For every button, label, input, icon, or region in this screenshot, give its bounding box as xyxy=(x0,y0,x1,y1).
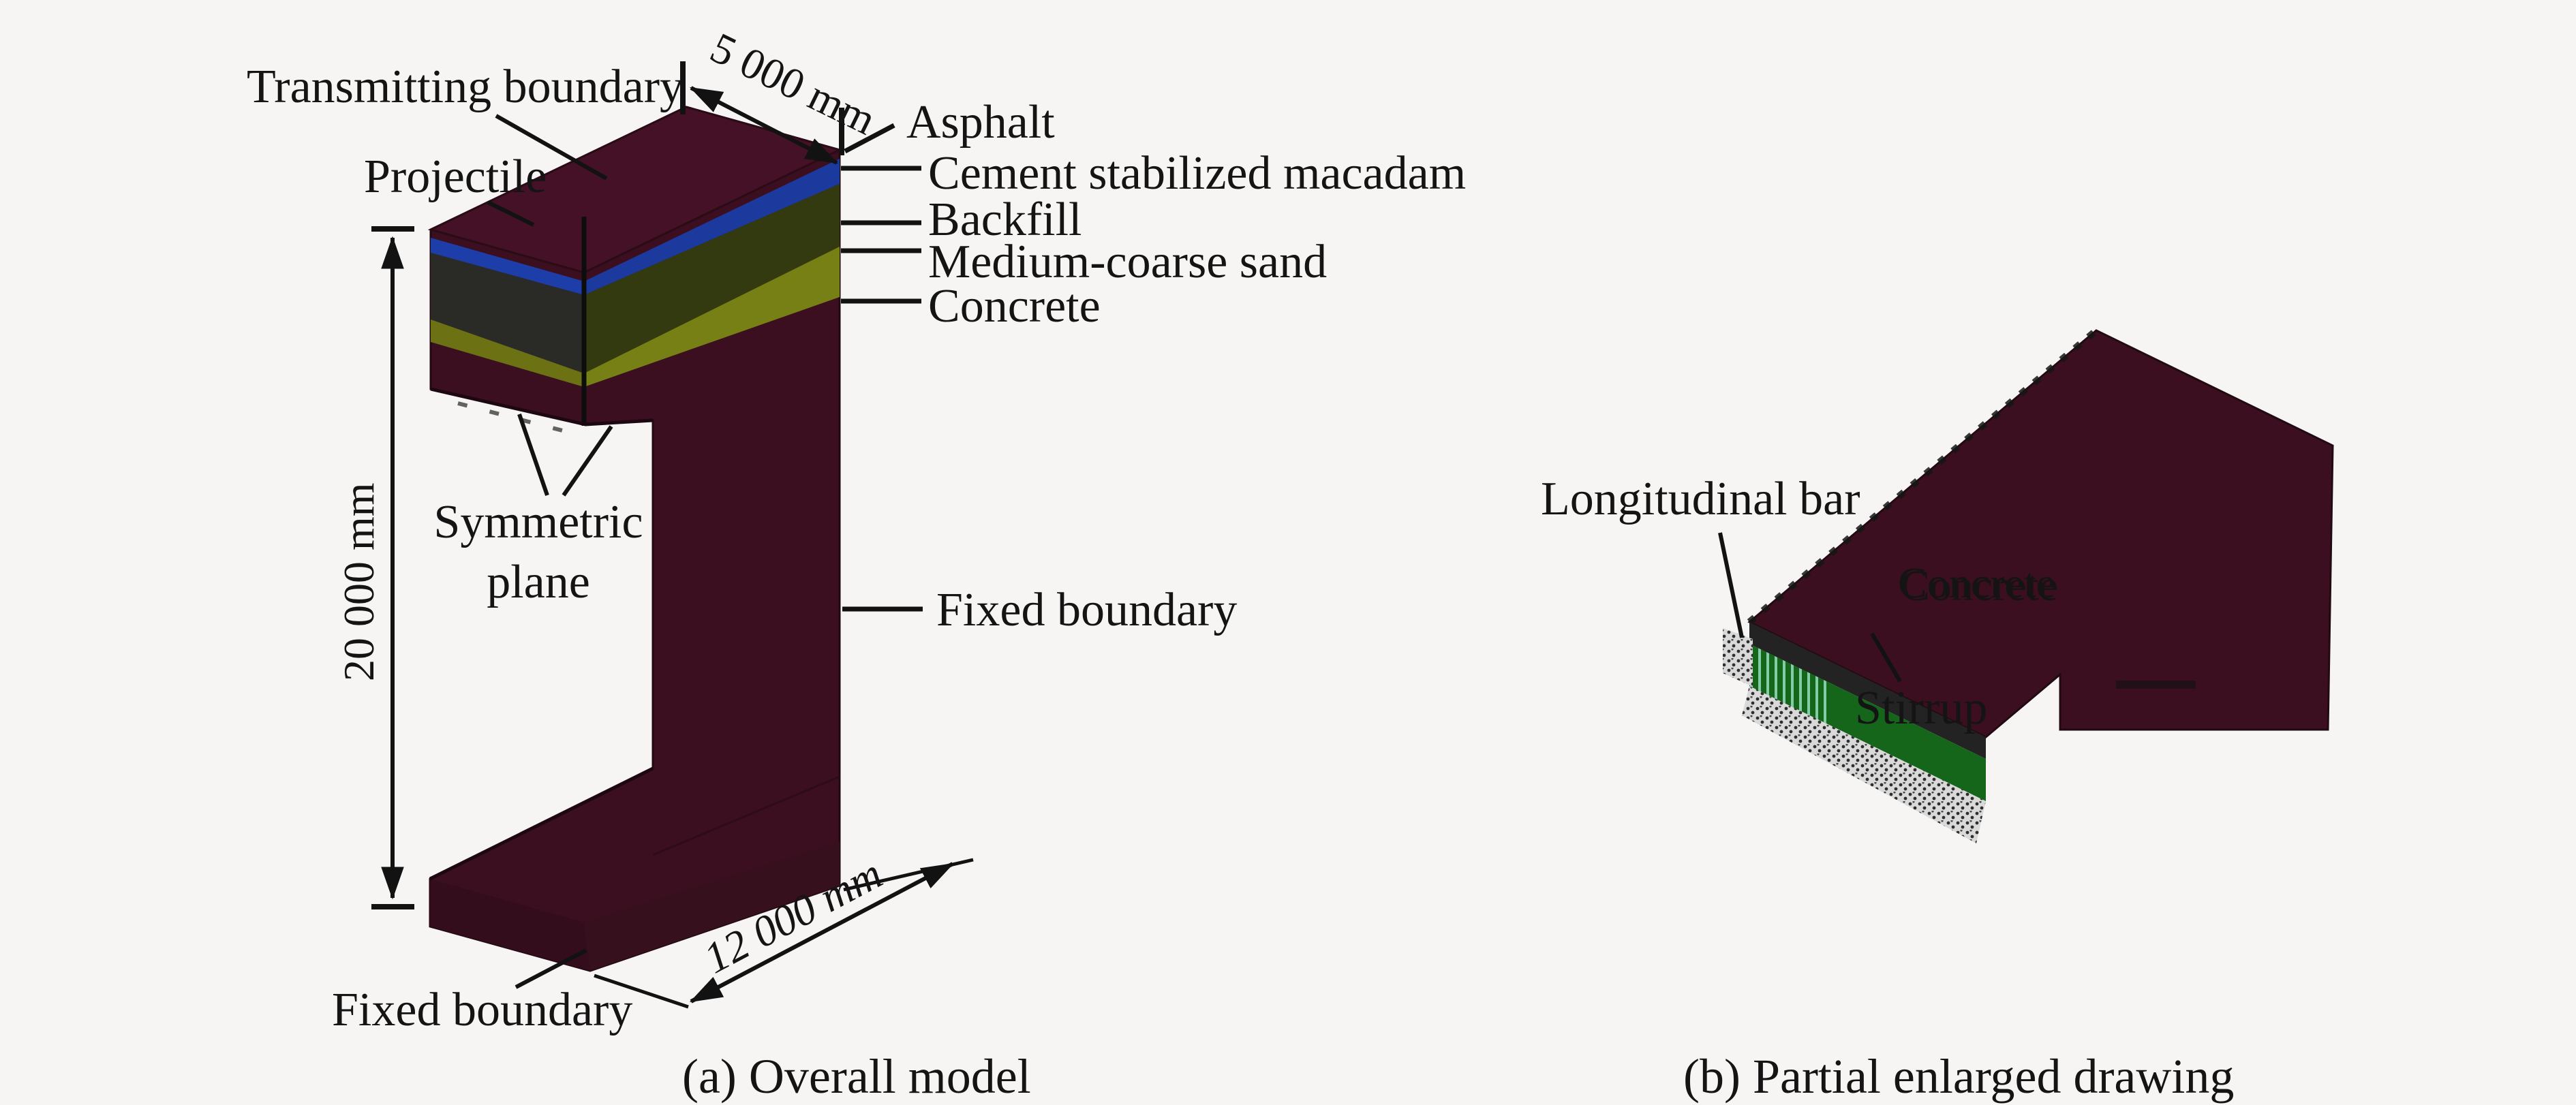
cement-macadam-label: Cement stabilized macadam xyxy=(928,147,1466,200)
pavement-bottom-edge xyxy=(430,387,654,426)
panel-b-caption: (b) Partial enlarged drawing xyxy=(1683,1049,2234,1104)
dim-12000-ext-left xyxy=(594,974,689,1009)
projectile-leader xyxy=(487,200,535,227)
stirrup-leader xyxy=(1870,632,1902,683)
transmitting-boundary-leader xyxy=(495,114,608,181)
asphalt-leader xyxy=(844,123,895,154)
projectile-label: Projectile xyxy=(364,151,547,203)
dim-12000-arrow xyxy=(689,862,955,1003)
enlarged-cut-face-shadow xyxy=(1749,622,1986,759)
fixed-boundary-right-label: Fixed boundary xyxy=(936,584,1237,636)
concrete-enlarged-label: Concrete xyxy=(1898,559,2055,607)
symmetric-plane-leader-left xyxy=(517,414,549,496)
stirrup-label: Stirrup xyxy=(1855,682,1987,734)
panel-a-caption: (a) Overall model xyxy=(682,1049,1031,1104)
fixed-boundary-bottom-label: Fixed boundary xyxy=(332,984,632,1036)
backfill-layer-left-face xyxy=(431,253,584,373)
dim-5000-arrow xyxy=(689,86,839,165)
cement-macadam-layer-left-face xyxy=(431,238,584,295)
panel-b: Longitudinal bar Concrete Concrete Stirr… xyxy=(1541,328,2334,1104)
backfill-label: Backfill xyxy=(928,193,1082,246)
floor-slab-front-face xyxy=(430,879,590,971)
longitudinal-bar-band-striped-tip xyxy=(1749,644,1826,723)
concrete-enlarged-label-shadow: Concrete xyxy=(1901,561,2058,610)
stirrup-hatch-band xyxy=(1742,686,1986,843)
longitudinal-bar-label: Longitudinal bar xyxy=(1541,473,1860,525)
symmetric-plane-leader-right xyxy=(562,425,613,497)
transmitting-boundary-label: Transmitting boundary xyxy=(247,61,684,113)
sand-label: Medium-coarse sand xyxy=(928,236,1327,288)
backfill-layer-right-face xyxy=(584,184,840,373)
cement-macadam-layer-right-face xyxy=(584,159,840,295)
stirrup-hatch-tip xyxy=(1723,628,1753,687)
asphalt-label: Asphalt xyxy=(906,96,1055,149)
fixed-boundary-bottom-leader xyxy=(515,948,587,989)
concrete-label: Concrete xyxy=(928,280,1101,332)
symmetric-plane-label-line2: plane xyxy=(487,556,590,608)
sand-layer-right-face xyxy=(584,247,840,387)
longitudinal-bar-leader xyxy=(1718,532,1744,638)
floor-slab-back-edge xyxy=(429,766,654,881)
symmetric-plane-label-line1: Symmetric xyxy=(433,496,643,548)
sand-layer-left-face xyxy=(431,320,584,387)
enlarged-slab-top-edge-mesh xyxy=(1747,328,2099,625)
dim-20000-label: 20 000 mm xyxy=(335,482,383,681)
panel-a: Transmitting boundary Projectile 5 000 m… xyxy=(247,23,1466,1104)
wall-floor-junction-edge xyxy=(652,775,840,856)
